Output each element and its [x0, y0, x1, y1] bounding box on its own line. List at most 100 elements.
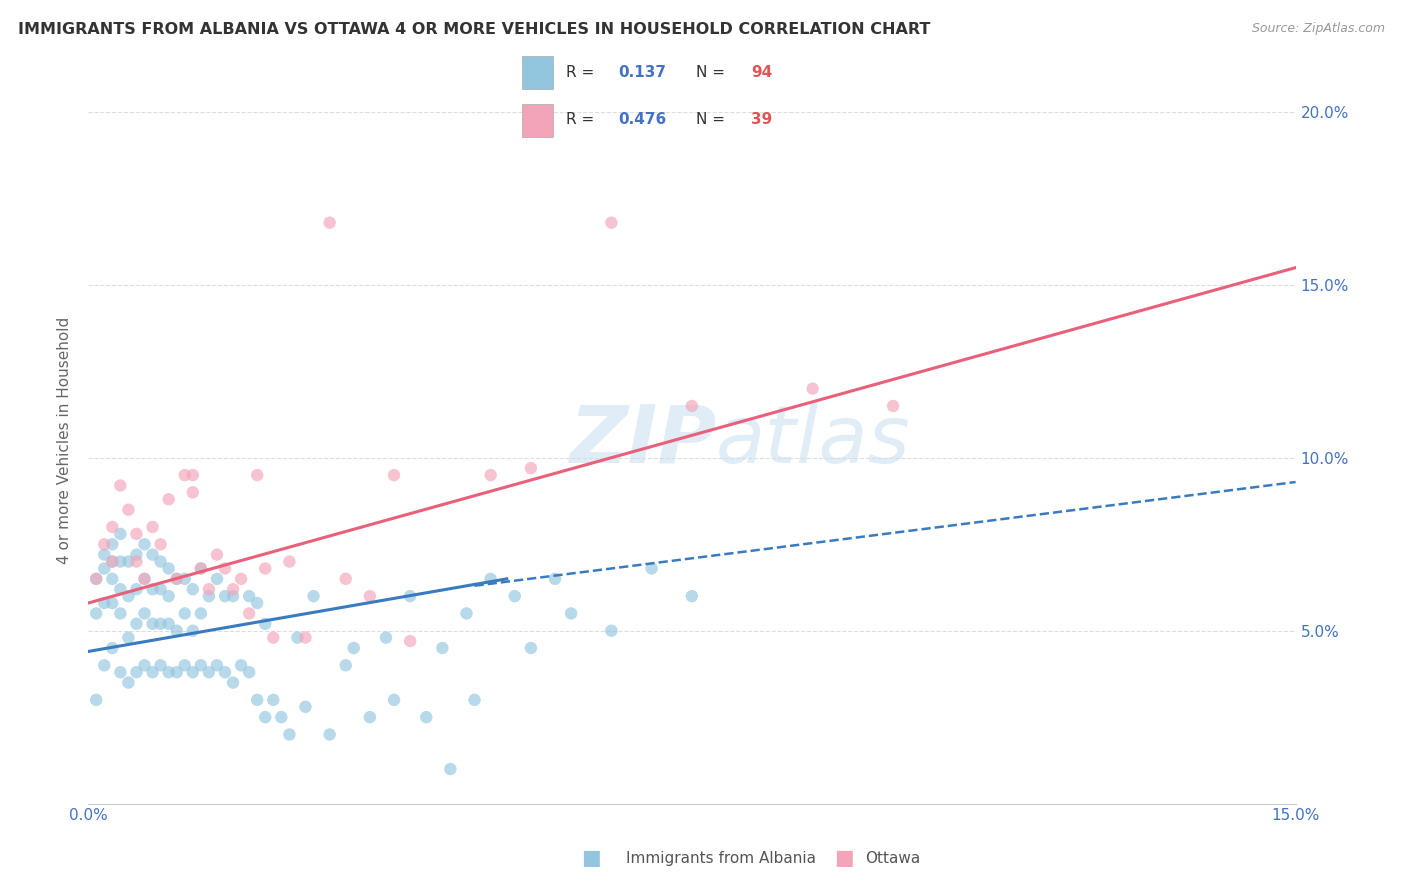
Point: [157, 616, 180, 631]
Point: [84, 572, 107, 586]
Point: [520, 640, 543, 655]
Point: [205, 548, 228, 562]
Point: [254, 616, 277, 631]
Point: [222, 675, 245, 690]
Text: atlas: atlas: [716, 401, 911, 480]
FancyBboxPatch shape: [523, 56, 554, 88]
Point: [640, 561, 662, 575]
Point: [117, 589, 139, 603]
Point: [544, 572, 567, 586]
Point: [93, 537, 115, 551]
Point: [359, 589, 381, 603]
Point: [134, 572, 156, 586]
Text: 39: 39: [751, 112, 773, 127]
Point: [141, 616, 163, 631]
Point: [93, 596, 115, 610]
Text: Source: ZipAtlas.com: Source: ZipAtlas.com: [1251, 22, 1385, 36]
Point: [157, 589, 180, 603]
Point: [278, 555, 301, 569]
Text: ZIP: ZIP: [568, 401, 716, 480]
Point: [222, 582, 245, 597]
Point: [214, 561, 236, 575]
Point: [382, 693, 405, 707]
Point: [190, 607, 212, 621]
Point: [181, 582, 204, 597]
Point: [166, 624, 188, 638]
Point: [503, 589, 526, 603]
Point: [125, 616, 148, 631]
Point: [464, 693, 486, 707]
Point: [110, 665, 132, 680]
Point: [278, 727, 301, 741]
Point: [134, 537, 156, 551]
Point: [93, 561, 115, 575]
Point: [214, 665, 236, 680]
Point: [149, 537, 172, 551]
Point: [246, 468, 269, 483]
Point: [125, 582, 148, 597]
Text: R =: R =: [565, 112, 599, 127]
Point: [117, 555, 139, 569]
Point: [134, 572, 156, 586]
Point: [205, 658, 228, 673]
Point: [149, 582, 172, 597]
Text: 94: 94: [751, 65, 773, 79]
Text: Immigrants from Albania: Immigrants from Albania: [626, 851, 815, 865]
Point: [335, 572, 357, 586]
Text: 0.476: 0.476: [619, 112, 666, 127]
Point: [110, 582, 132, 597]
Point: [110, 607, 132, 621]
Point: [141, 665, 163, 680]
Point: [117, 631, 139, 645]
Point: [600, 216, 623, 230]
Text: ■: ■: [834, 848, 853, 868]
Point: [246, 596, 269, 610]
Point: [415, 710, 437, 724]
Point: [110, 478, 132, 492]
Point: [84, 572, 107, 586]
Point: [190, 561, 212, 575]
Y-axis label: 4 or more Vehicles in Household: 4 or more Vehicles in Household: [58, 317, 72, 564]
Point: [125, 548, 148, 562]
Point: [173, 468, 195, 483]
Point: [157, 492, 180, 507]
Point: [125, 555, 148, 569]
Point: [882, 399, 904, 413]
Point: [101, 596, 124, 610]
Point: [198, 665, 221, 680]
Point: [600, 624, 623, 638]
Point: [479, 572, 502, 586]
Point: [101, 555, 124, 569]
Point: [101, 640, 124, 655]
Point: [173, 607, 195, 621]
Point: [141, 520, 163, 534]
Point: [254, 710, 277, 724]
Point: [318, 727, 340, 741]
Point: [375, 631, 398, 645]
Point: [198, 582, 221, 597]
Text: R =: R =: [565, 65, 599, 79]
Point: [294, 631, 316, 645]
Point: [190, 561, 212, 575]
Point: [399, 634, 422, 648]
Point: [198, 589, 221, 603]
Point: [134, 658, 156, 673]
Point: [93, 658, 115, 673]
Point: [101, 555, 124, 569]
Point: [157, 665, 180, 680]
Point: [318, 216, 340, 230]
Point: [560, 607, 582, 621]
Text: Ottawa: Ottawa: [865, 851, 920, 865]
Point: [238, 607, 260, 621]
Point: [141, 582, 163, 597]
Point: [262, 693, 284, 707]
Point: [110, 555, 132, 569]
Point: [262, 631, 284, 645]
Point: [149, 658, 172, 673]
Point: [190, 658, 212, 673]
Point: [117, 502, 139, 516]
Point: [181, 468, 204, 483]
Point: [238, 589, 260, 603]
Point: [681, 399, 703, 413]
Point: [801, 382, 824, 396]
